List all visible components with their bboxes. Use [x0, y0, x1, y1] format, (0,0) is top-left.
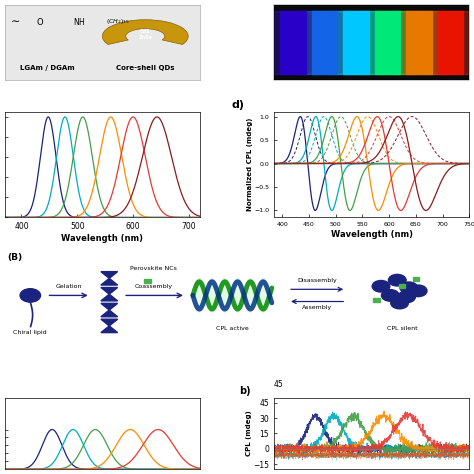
X-axis label: Wavelength (nm): Wavelength (nm)	[61, 234, 143, 243]
Text: Core-shell QDs: Core-shell QDs	[116, 64, 174, 71]
Polygon shape	[399, 284, 405, 288]
Circle shape	[388, 274, 406, 286]
Text: b): b)	[239, 386, 251, 396]
Text: Disassembly: Disassembly	[297, 278, 337, 283]
Text: Coassembly: Coassembly	[134, 284, 173, 289]
Text: CPL silent: CPL silent	[387, 327, 417, 331]
Polygon shape	[373, 298, 380, 302]
Polygon shape	[101, 303, 118, 310]
Polygon shape	[101, 319, 118, 326]
Circle shape	[391, 297, 409, 309]
Text: 45: 45	[274, 380, 284, 389]
Bar	[438, 11, 463, 73]
Circle shape	[372, 281, 390, 292]
Text: CdS
ZnSe: CdS ZnSe	[138, 29, 152, 40]
Bar	[328, 11, 384, 73]
Polygon shape	[101, 310, 118, 317]
Y-axis label: Normalized CPL (mdeg): Normalized CPL (mdeg)	[247, 118, 253, 211]
Polygon shape	[101, 278, 118, 285]
Polygon shape	[193, 277, 272, 314]
Polygon shape	[101, 326, 118, 333]
Bar	[343, 11, 369, 73]
Bar	[273, 11, 313, 73]
Bar	[359, 11, 416, 73]
Text: d): d)	[231, 100, 244, 110]
Text: LGAm / DGAm: LGAm / DGAm	[20, 64, 75, 71]
Bar	[375, 11, 400, 73]
Bar	[296, 11, 353, 73]
Bar	[304, 11, 345, 73]
Bar	[422, 11, 474, 73]
Circle shape	[382, 290, 399, 301]
Text: Chiral lipid: Chiral lipid	[13, 330, 47, 336]
Bar	[280, 11, 306, 73]
Text: $\sim$: $\sim$	[9, 16, 21, 26]
Polygon shape	[101, 272, 118, 278]
Circle shape	[400, 282, 418, 293]
Bar	[312, 11, 337, 73]
Polygon shape	[144, 279, 151, 283]
X-axis label: Wavelength (nm): Wavelength (nm)	[331, 230, 413, 239]
Circle shape	[410, 285, 427, 297]
Bar	[391, 11, 447, 73]
Circle shape	[20, 289, 40, 302]
Bar	[336, 11, 376, 73]
Y-axis label: CPL (mdeg): CPL (mdeg)	[246, 410, 252, 456]
Circle shape	[398, 291, 415, 303]
Text: $(CH_2)_{15}$: $(CH_2)_{15}$	[106, 17, 130, 26]
Text: Perovskite NCs: Perovskite NCs	[130, 265, 177, 271]
Text: (B): (B)	[7, 253, 22, 262]
Text: $\mathrm{NH}$: $\mathrm{NH}$	[73, 16, 85, 27]
Polygon shape	[101, 288, 118, 294]
Polygon shape	[101, 294, 118, 301]
Polygon shape	[412, 276, 419, 281]
Bar	[264, 11, 321, 73]
Wedge shape	[102, 20, 188, 45]
Bar	[406, 11, 432, 73]
Bar	[399, 11, 439, 73]
Text: CPL active: CPL active	[216, 327, 249, 331]
Text: Assembly: Assembly	[302, 305, 332, 310]
Text: Gelation: Gelation	[55, 284, 82, 289]
Bar	[367, 11, 408, 73]
Text: $\mathrm{O}$: $\mathrm{O}$	[36, 16, 44, 27]
Bar	[430, 11, 471, 73]
